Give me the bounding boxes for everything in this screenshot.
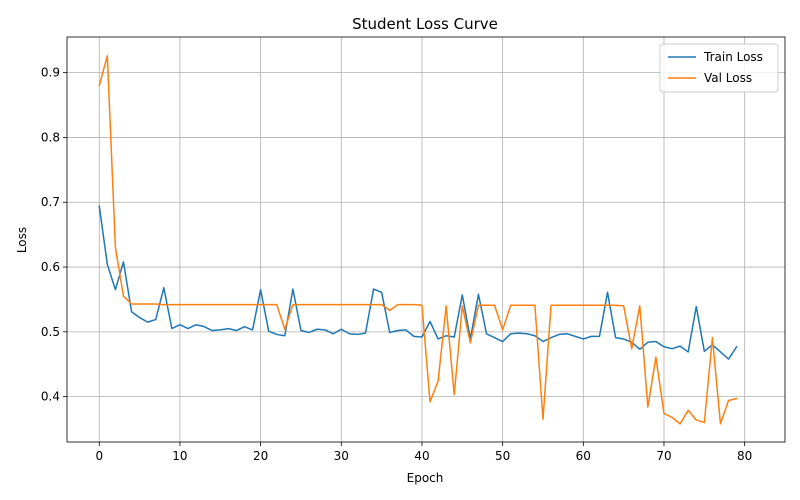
x-tick-label: 50 xyxy=(495,449,510,463)
legend: Train Loss Val Loss xyxy=(659,43,779,93)
grid-lines xyxy=(67,37,785,442)
x-tick-label: 30 xyxy=(334,449,349,463)
x-tick-label: 60 xyxy=(576,449,591,463)
x-tick-label: 20 xyxy=(253,449,268,463)
series-line-val-loss xyxy=(98,55,738,425)
series-lines xyxy=(98,55,738,425)
y-tick-label: 0.6 xyxy=(41,260,60,274)
x-tick-label: 40 xyxy=(414,449,429,463)
y-tick-label: 0.8 xyxy=(41,130,60,144)
legend-label: Train Loss xyxy=(703,50,763,64)
axis-ticks: 0 10 20 30 40 50 60 70 80 0.4 0.5 0.6 0.7 0.8 0.9 xyxy=(41,66,752,463)
x-axis-label: Epoch xyxy=(407,471,444,485)
x-tick-label: 80 xyxy=(737,449,752,463)
chart-title: Student Loss Curve xyxy=(352,15,498,33)
y-tick-label: 0.7 xyxy=(41,195,60,209)
y-tick-label: 0.5 xyxy=(41,325,60,339)
y-tick-label: 0.9 xyxy=(41,66,60,80)
x-tick-label: 10 xyxy=(172,449,187,463)
x-tick-label: 0 xyxy=(95,449,103,463)
plot-frame xyxy=(66,36,786,443)
legend-label: Val Loss xyxy=(704,71,752,85)
x-tick-label: 70 xyxy=(656,449,671,463)
y-axis-label: Loss xyxy=(15,227,29,253)
legend-box xyxy=(659,43,779,93)
y-tick-label: 0.4 xyxy=(41,390,60,404)
